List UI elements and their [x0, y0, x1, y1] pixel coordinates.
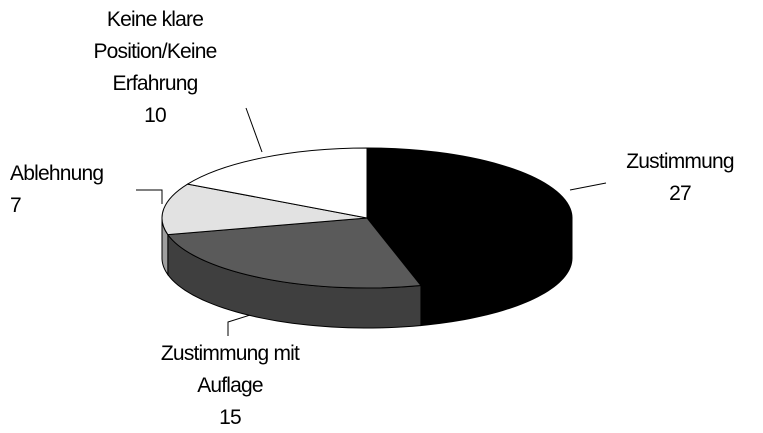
slice [166, 217, 422, 289]
category-label: Ablehnung [10, 162, 104, 185]
value-label: 7 [10, 194, 22, 217]
slice-label: Keine klare Position/Keine Erfahrung 10 [62, 4, 248, 132]
category-label: Zustimmung mit Auflage [160, 342, 300, 397]
value-label: 15 [219, 406, 242, 429]
leader-line [569, 182, 607, 191]
slice-label: Ablehnung 7 [10, 158, 150, 222]
category-label: Zustimmung [626, 150, 734, 173]
slice-label: Zustimmung 27 [600, 146, 760, 210]
value-label: 10 [144, 104, 167, 127]
slice [186, 147, 368, 219]
leader-line [136, 189, 163, 204]
slice [161, 183, 368, 236]
leader-line [245, 107, 263, 153]
slice-label: Zustimmung mit Auflage 15 [140, 338, 320, 433]
slice [366, 147, 573, 287]
category-label: Keine klare Position/Keine Erfahrung [93, 8, 217, 95]
value-label: 27 [669, 182, 692, 205]
